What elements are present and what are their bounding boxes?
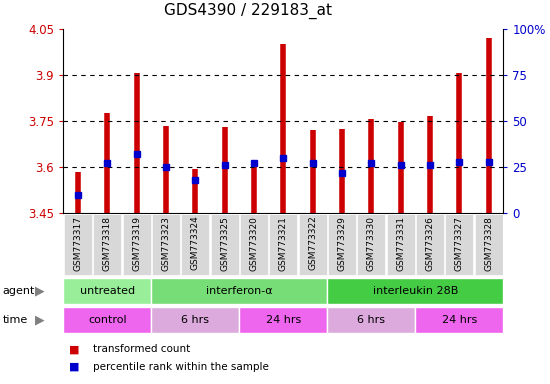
FancyBboxPatch shape (387, 214, 415, 275)
Text: GSM773317: GSM773317 (73, 216, 82, 271)
Text: GSM773319: GSM773319 (132, 216, 141, 271)
Text: percentile rank within the sample: percentile rank within the sample (94, 362, 270, 372)
Text: interleukin 28B: interleukin 28B (372, 286, 458, 296)
Text: GSM773327: GSM773327 (455, 216, 464, 271)
FancyBboxPatch shape (240, 214, 268, 275)
FancyBboxPatch shape (475, 214, 503, 275)
FancyBboxPatch shape (64, 214, 92, 275)
Text: GSM773321: GSM773321 (279, 216, 288, 271)
Text: GSM773325: GSM773325 (220, 216, 229, 271)
FancyBboxPatch shape (151, 307, 239, 333)
FancyBboxPatch shape (63, 307, 151, 333)
Text: GSM773324: GSM773324 (191, 216, 200, 270)
Text: ▶: ▶ (35, 313, 45, 326)
Text: GDS4390 / 229183_at: GDS4390 / 229183_at (164, 3, 332, 19)
Text: ■: ■ (69, 344, 79, 354)
FancyBboxPatch shape (327, 278, 503, 304)
Text: untreated: untreated (80, 286, 135, 296)
Text: ▶: ▶ (35, 285, 45, 297)
Text: control: control (88, 314, 126, 325)
Text: 6 hrs: 6 hrs (182, 314, 209, 325)
FancyBboxPatch shape (63, 278, 151, 304)
Text: GSM773331: GSM773331 (396, 216, 405, 271)
FancyBboxPatch shape (357, 214, 386, 275)
Text: GSM773322: GSM773322 (308, 216, 317, 270)
FancyBboxPatch shape (211, 214, 239, 275)
Text: GSM773328: GSM773328 (484, 216, 493, 271)
Text: 24 hrs: 24 hrs (266, 314, 301, 325)
FancyBboxPatch shape (299, 214, 327, 275)
FancyBboxPatch shape (93, 214, 122, 275)
FancyBboxPatch shape (239, 307, 327, 333)
FancyBboxPatch shape (151, 278, 327, 304)
FancyBboxPatch shape (152, 214, 180, 275)
Text: GSM773318: GSM773318 (103, 216, 112, 271)
FancyBboxPatch shape (445, 214, 474, 275)
Text: GSM773323: GSM773323 (161, 216, 170, 271)
Text: agent: agent (3, 286, 35, 296)
Text: GSM773329: GSM773329 (337, 216, 346, 271)
Text: GSM773326: GSM773326 (425, 216, 435, 271)
FancyBboxPatch shape (416, 214, 444, 275)
FancyBboxPatch shape (123, 214, 151, 275)
Text: time: time (3, 314, 28, 325)
Text: GSM773320: GSM773320 (249, 216, 258, 271)
FancyBboxPatch shape (181, 214, 210, 275)
Text: 24 hrs: 24 hrs (442, 314, 477, 325)
FancyBboxPatch shape (269, 214, 298, 275)
Text: ■: ■ (69, 362, 79, 372)
FancyBboxPatch shape (327, 307, 415, 333)
Text: GSM773330: GSM773330 (367, 216, 376, 271)
Text: transformed count: transformed count (94, 344, 191, 354)
Text: 6 hrs: 6 hrs (358, 314, 385, 325)
FancyBboxPatch shape (415, 307, 503, 333)
Text: interferon-α: interferon-α (206, 286, 273, 296)
FancyBboxPatch shape (328, 214, 356, 275)
